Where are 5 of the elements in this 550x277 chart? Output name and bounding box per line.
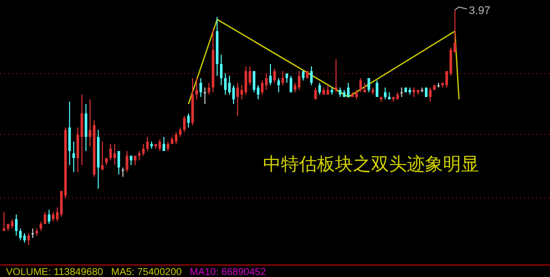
annotation: 中特估板块之双头迹象明显 [263, 154, 479, 175]
text: MA10: 66890452 [190, 267, 266, 277]
text: 3.97 [468, 5, 490, 17]
text: VOLUME: 113849680 [6, 267, 104, 277]
text: MA5: 75400200 [111, 267, 182, 277]
